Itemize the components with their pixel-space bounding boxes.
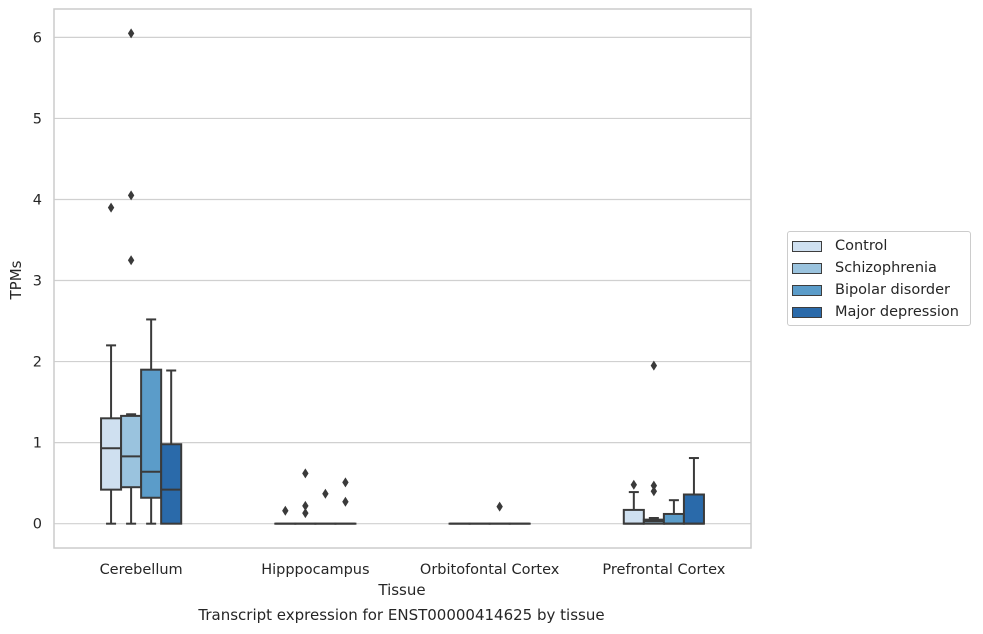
outlier-point — [322, 488, 329, 499]
outlier-point — [282, 505, 289, 516]
outlier-point — [650, 486, 658, 497]
box-control-prefrontal-cortex — [622, 479, 645, 525]
box-iqr — [662, 512, 685, 525]
legend-swatch-major-depression — [792, 306, 822, 318]
legend-item-major-depression: Major depression — [792, 303, 959, 321]
chart-caption: Transcript expression for ENST0000041462… — [198, 606, 605, 624]
box-major-depression-cerebellum — [160, 369, 183, 525]
outlier-point — [107, 202, 115, 213]
legend-label-major-depression: Major depression — [835, 304, 959, 320]
box-iqr — [622, 508, 645, 525]
y-tick-label: 4 — [33, 192, 42, 208]
legend-swatch-control — [792, 240, 822, 252]
y-tick-label: 5 — [33, 111, 42, 127]
outlier-point — [342, 477, 349, 488]
outlier-point — [342, 496, 349, 507]
legend-item-bipolar-disorder: Bipolar disorder — [792, 281, 950, 299]
outlier-point — [127, 255, 135, 266]
legend-label-bipolar-disorder: Bipolar disorder — [835, 282, 950, 298]
outlier-point — [302, 508, 309, 519]
x-axis-label: Tissue — [377, 581, 425, 599]
legend-swatch-bipolar-disorder — [792, 284, 822, 296]
y-tick-label: 2 — [33, 355, 42, 371]
box-iqr — [160, 443, 183, 525]
y-axis-label: TPMs — [7, 260, 25, 300]
outlier-point — [127, 28, 135, 39]
y-tick-label: 0 — [33, 517, 42, 533]
box-major-depression-prefrontal-cortex — [682, 457, 705, 525]
outlier-point — [650, 480, 658, 491]
box-iqr — [140, 368, 163, 499]
legend-item-schizophrenia: Schizophrenia — [792, 259, 937, 277]
box-iqr — [682, 493, 705, 525]
outlier-point — [496, 501, 503, 512]
outlier-point — [630, 479, 638, 490]
y-tick-label: 3 — [33, 274, 42, 290]
box-plot-series — [100, 28, 705, 525]
y-axis-ticks: 0 1 2 3 4 5 6 — [33, 30, 42, 532]
outlier-point — [302, 500, 309, 511]
legend-swatch-schizophrenia — [792, 262, 822, 274]
box-iqr — [100, 417, 123, 491]
x-tick-label-hipppocampus: Hipppocampus — [261, 562, 369, 578]
x-axis-ticks: Cerebellum Hipppocampus Orbitofontal Corte… — [100, 562, 726, 578]
outlier-point — [127, 190, 135, 201]
x-tick-label-prefrontal-cortex: Prefrontal Cortex — [602, 562, 725, 578]
grid-lines — [54, 36, 751, 525]
box-control-cerebellum — [100, 202, 123, 525]
legend-label-schizophrenia: Schizophrenia — [835, 260, 937, 276]
y-tick-label: 6 — [33, 30, 42, 46]
box-bipolar-disorder-orbitofontal-cortex — [488, 501, 511, 525]
outlier-point — [650, 360, 658, 371]
box-bipolar-disorder-hipppocampus — [314, 488, 337, 525]
box-control-hipppocampus — [274, 505, 297, 525]
y-tick-label: 1 — [33, 436, 42, 452]
x-tick-label-orbitofontal-cortex: Orbitofontal Cortex — [420, 562, 560, 578]
legend: Control Schizophrenia Bipolar disorder M… — [787, 231, 971, 326]
box-schizophrenia-cerebellum — [120, 28, 143, 525]
legend-label-control: Control — [835, 238, 888, 254]
box-schizophrenia-hipppocampus — [294, 468, 317, 525]
x-tick-label-cerebellum: Cerebellum — [100, 562, 183, 578]
legend-item-control: Control — [792, 237, 887, 255]
box-major-depression-hipppocampus — [334, 477, 357, 525]
plot-frame — [53, 8, 752, 549]
outlier-point — [302, 468, 309, 479]
box-bipolar-disorder-prefrontal-cortex — [662, 499, 685, 525]
box-bipolar-disorder-cerebellum — [140, 318, 163, 525]
box-iqr — [120, 414, 143, 489]
